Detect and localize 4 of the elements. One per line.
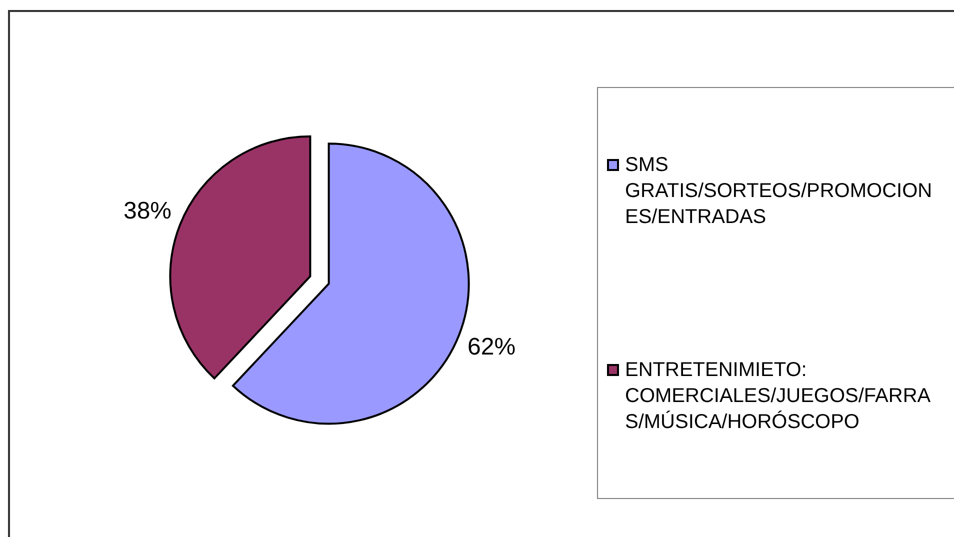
- data-label: 62%: [467, 334, 516, 361]
- legend-label: SMS GRATIS/SORTEOS/PROMOCIONES/ENTRADAS: [625, 152, 934, 230]
- data-label: 38%: [123, 198, 172, 225]
- legend-label: ENTRETENIMIETO: COMERCIALES/JUEGOS/FARRAS/MÚSICA/HORÓSCOPO: [625, 358, 932, 434]
